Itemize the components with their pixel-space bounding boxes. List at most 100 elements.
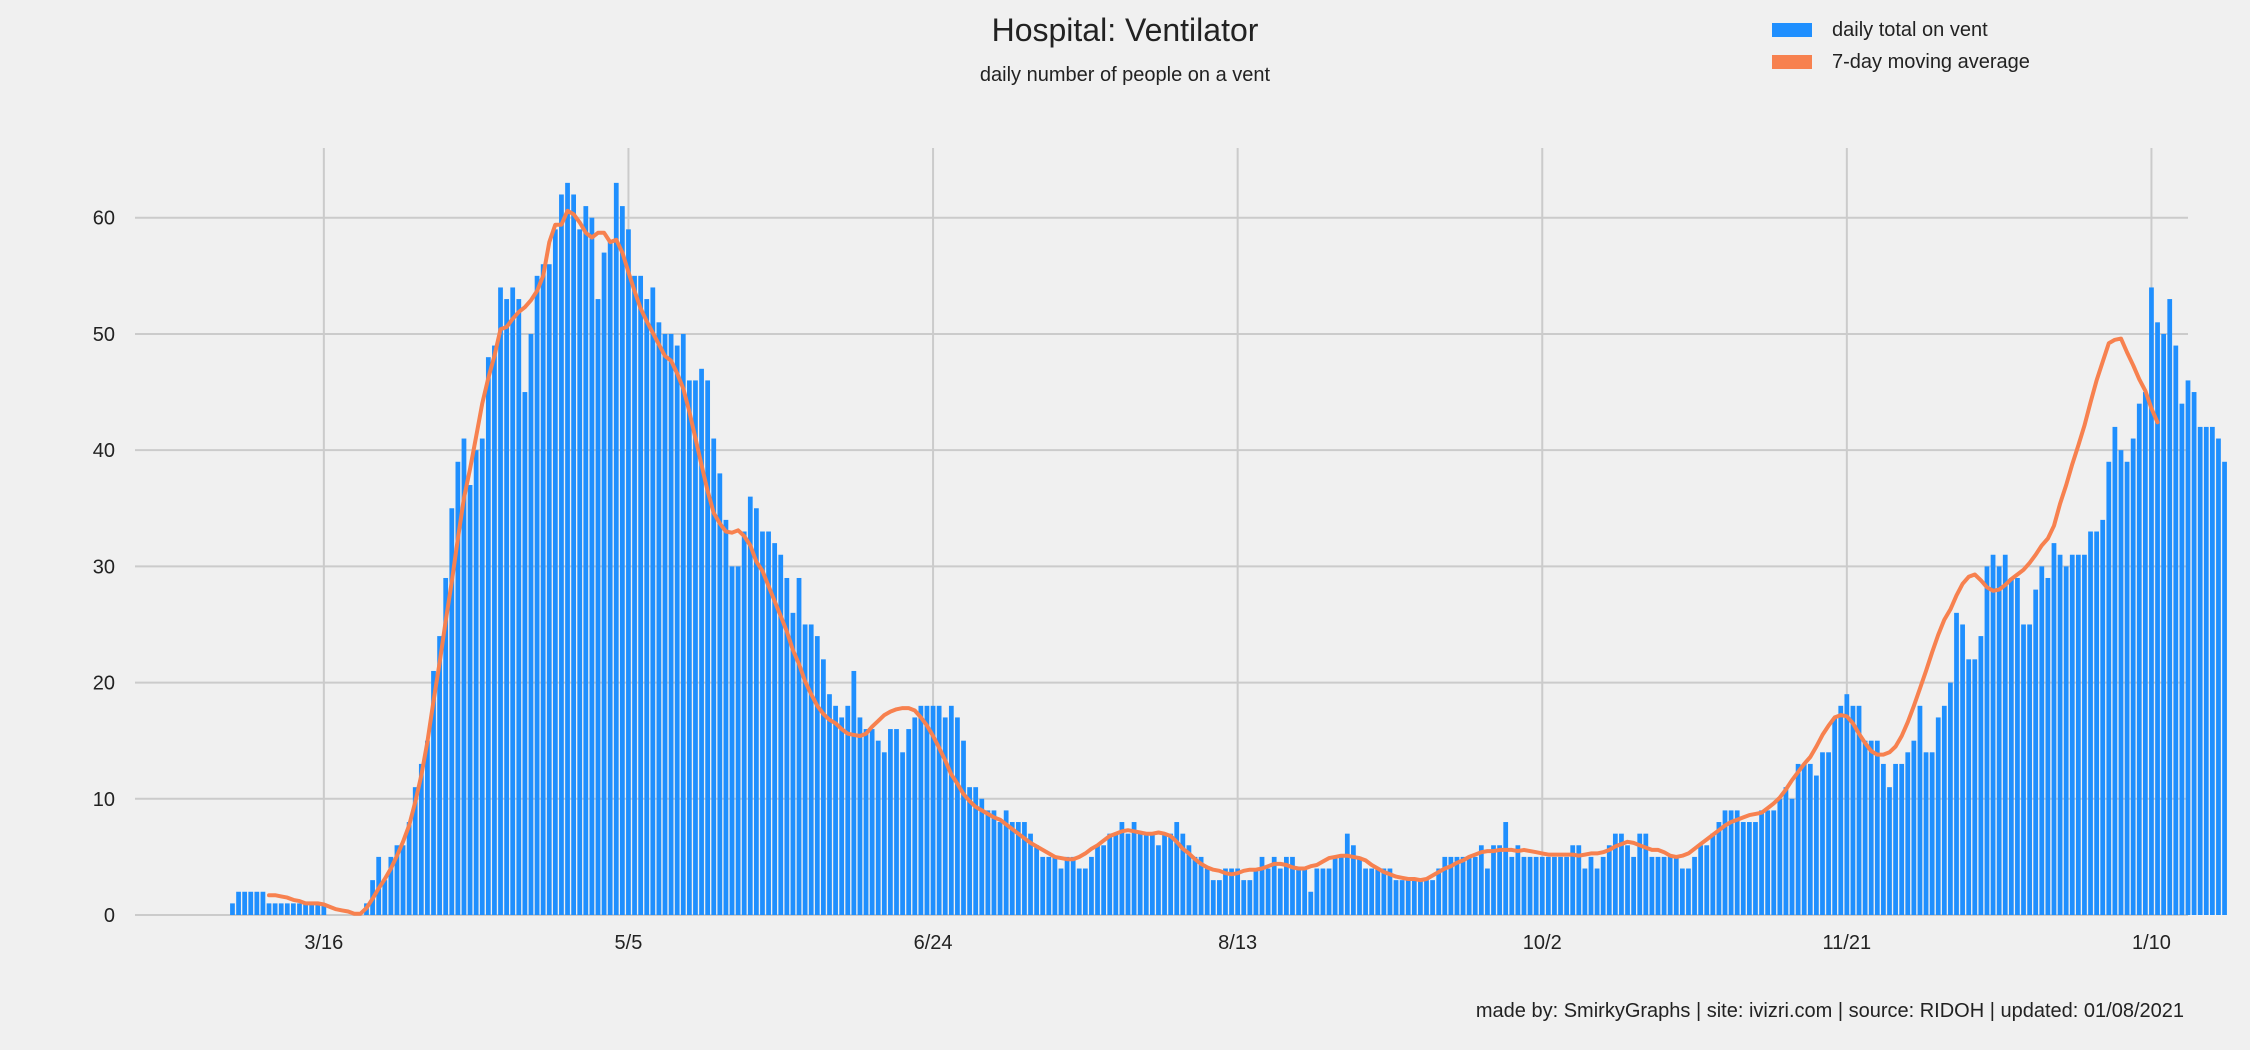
bar: [1941, 705, 1947, 915]
bar: [1284, 856, 1289, 915]
bar: [1558, 856, 1563, 915]
bar: [936, 705, 942, 915]
bar: [918, 705, 924, 915]
bar: [1003, 810, 1009, 915]
bar: [906, 729, 912, 915]
bar: [1131, 822, 1137, 915]
bar: [1009, 822, 1015, 915]
bar: [230, 903, 235, 915]
bar: [1643, 833, 1649, 915]
bar: [1747, 822, 1752, 915]
bar: [1667, 856, 1673, 915]
bar: [1582, 868, 1588, 915]
legend-swatch-line: [1772, 55, 1812, 69]
bar: [1807, 763, 1813, 915]
bar: [1838, 705, 1844, 915]
bar: [1460, 856, 1466, 915]
bar: [1874, 740, 1880, 915]
bar: [619, 206, 625, 915]
bar: [668, 333, 674, 915]
bar: [1765, 810, 1771, 915]
bar: [1929, 752, 1935, 915]
y-tick-label: 10: [93, 789, 115, 811]
bar: [1198, 856, 1204, 915]
bar: [1156, 845, 1161, 915]
bar: [1040, 856, 1046, 915]
bar: [1302, 868, 1308, 915]
bar: [1783, 787, 1789, 915]
bar: [2136, 403, 2142, 915]
bar: [412, 787, 418, 915]
bar: [504, 299, 509, 915]
bar: [741, 531, 747, 915]
bar: [1369, 868, 1375, 915]
bar: [601, 252, 607, 915]
bar: [1801, 763, 1807, 915]
bar: [821, 659, 826, 915]
bar: [1497, 845, 1502, 915]
bar: [1064, 856, 1070, 915]
bar: [595, 299, 601, 915]
bar: [1046, 856, 1052, 915]
bar: [2045, 577, 2051, 915]
bar: [242, 891, 248, 915]
bar: [1491, 845, 1496, 915]
bar: [857, 717, 863, 915]
bar: [662, 333, 668, 915]
bar: [827, 694, 832, 915]
bar: [437, 636, 442, 915]
bar: [254, 891, 260, 915]
bar: [1923, 752, 1929, 915]
bar: [845, 705, 851, 915]
bar: [778, 554, 784, 915]
bar: [1180, 833, 1186, 915]
legend-label-bars: daily total on vent: [1832, 18, 1988, 41]
bar: [1850, 705, 1856, 915]
bar: [650, 287, 656, 915]
bar: [455, 461, 461, 915]
bar: [2075, 554, 2081, 915]
bar: [1716, 822, 1722, 915]
bar: [1637, 833, 1643, 915]
y-tick-label: 60: [93, 208, 115, 230]
bar: [1655, 856, 1661, 915]
bar: [2222, 461, 2227, 915]
bar: [534, 275, 540, 915]
bar: [272, 903, 278, 915]
bar: [1210, 880, 1216, 915]
bar: [2008, 577, 2014, 915]
bar: [309, 903, 315, 915]
bar: [1661, 856, 1667, 915]
bar: [2118, 450, 2124, 915]
bar: [1545, 856, 1551, 915]
bar: [1570, 845, 1576, 915]
bar: [1363, 868, 1368, 915]
bar: [851, 670, 857, 915]
bar: [571, 194, 576, 915]
bar: [552, 229, 558, 915]
bar: [2142, 392, 2148, 916]
bar: [1344, 833, 1350, 915]
bar: [2051, 543, 2057, 915]
bar: [2203, 426, 2209, 915]
bar: [1704, 845, 1710, 915]
bar: [2063, 566, 2069, 915]
bar: [1820, 752, 1825, 915]
bar: [1954, 612, 1959, 915]
legend-label-line: 7-day moving average: [1832, 50, 2030, 73]
bar: [1911, 740, 1917, 915]
bar: [297, 903, 302, 915]
bar: [1162, 833, 1167, 915]
bar: [1826, 752, 1831, 915]
bar: [1387, 868, 1393, 915]
bar: [1673, 856, 1679, 915]
bar: [303, 903, 308, 915]
bar: [991, 810, 997, 915]
bar: [589, 217, 595, 915]
bar: [1351, 845, 1356, 915]
bar: [1972, 659, 1978, 915]
bar: [1028, 833, 1033, 915]
bar: [808, 624, 814, 915]
bar: [1722, 810, 1728, 915]
